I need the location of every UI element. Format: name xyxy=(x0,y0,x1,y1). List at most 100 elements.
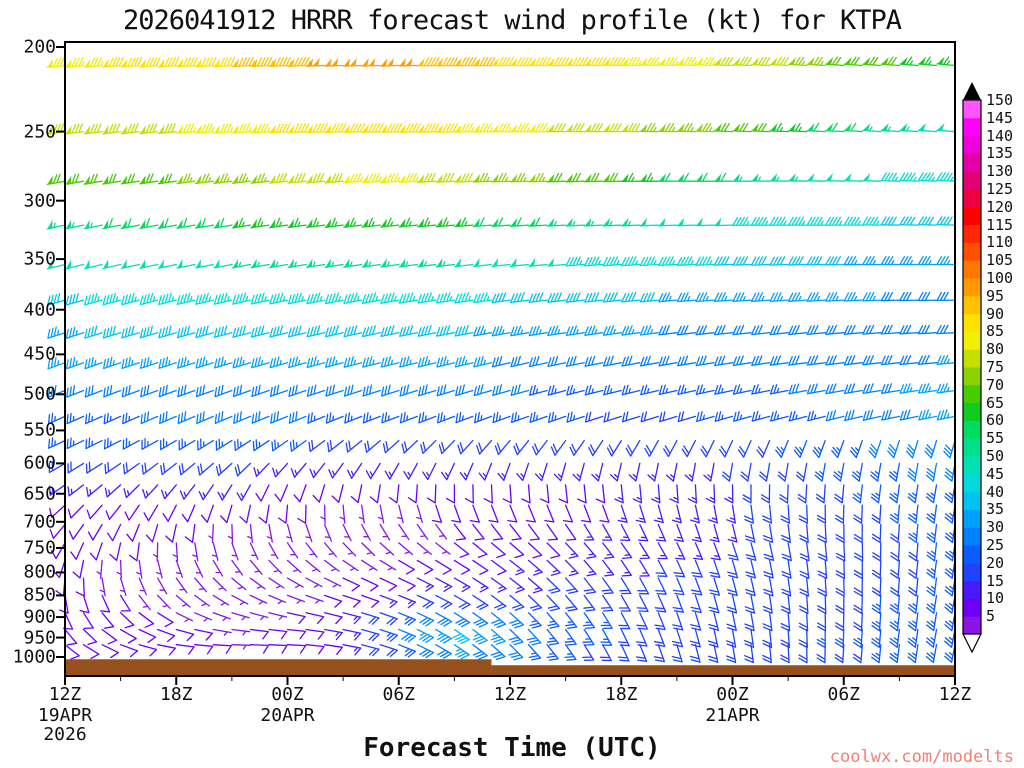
wind-barb xyxy=(67,461,85,474)
wind-barb xyxy=(703,462,715,482)
wind-barb xyxy=(473,325,493,337)
x-tick-label: 12Z xyxy=(48,684,82,705)
wind-barb xyxy=(547,384,567,396)
colorbar-label: 115 xyxy=(986,215,1014,234)
wind-barb xyxy=(176,356,196,369)
wind-barb xyxy=(269,292,289,305)
wind-barb xyxy=(732,324,752,336)
wind-barb xyxy=(618,612,631,630)
wind-barb xyxy=(564,577,579,594)
wind-barb xyxy=(435,612,453,627)
wind-barb xyxy=(398,644,417,658)
wind-barb xyxy=(936,216,956,226)
wind-barb xyxy=(890,542,901,562)
y-tick-label: 500 xyxy=(23,383,56,405)
wind-barb xyxy=(251,384,270,398)
wind-barb xyxy=(880,56,901,67)
wind-barb xyxy=(899,324,919,335)
wind-barb xyxy=(121,292,140,306)
wind-barb xyxy=(361,559,378,571)
wind-barb xyxy=(750,56,771,67)
colorbar-label: 145 xyxy=(986,108,1014,127)
wind-barb xyxy=(562,504,574,523)
wind-barb xyxy=(925,644,938,664)
wind-barb xyxy=(917,123,938,133)
wind-barb xyxy=(665,462,678,482)
wind-barb xyxy=(944,577,956,597)
wind-barb xyxy=(639,355,659,367)
wind-barb xyxy=(176,217,196,229)
wind-barb xyxy=(272,462,289,478)
wind-barb xyxy=(102,123,122,135)
wind-barb xyxy=(176,259,196,269)
watermark-link[interactable]: coolwx.com/modelts xyxy=(829,747,1014,767)
wind-barb xyxy=(769,292,789,303)
wind-barb xyxy=(880,256,901,266)
wind-barb xyxy=(780,594,791,614)
wind-barb xyxy=(639,256,659,267)
wind-barb xyxy=(653,504,664,524)
wind-barb xyxy=(342,628,362,641)
wind-barb xyxy=(671,644,683,663)
wind-barb xyxy=(695,172,715,182)
wind-barb xyxy=(853,577,863,597)
wind-barb xyxy=(422,462,437,481)
wind-barb xyxy=(926,523,938,544)
wind-barb xyxy=(582,628,595,646)
wind-barb xyxy=(249,594,268,605)
wind-barb xyxy=(599,644,612,662)
wind-barb xyxy=(889,504,901,524)
colorbar-label: 55 xyxy=(986,429,1005,448)
wind-barb xyxy=(220,504,233,524)
wind-barb xyxy=(343,325,363,338)
wind-barb xyxy=(564,644,577,661)
wind-barb xyxy=(564,523,577,541)
wind-barb xyxy=(546,172,567,183)
wind-barb xyxy=(398,172,419,184)
wind-barb xyxy=(926,612,938,632)
wind-barb xyxy=(565,325,585,337)
wind-barb xyxy=(936,123,956,133)
wind-barb xyxy=(379,542,395,556)
wind-barb xyxy=(647,462,659,482)
wind-barb xyxy=(490,628,506,645)
wind-barb xyxy=(871,577,882,597)
wind-barb xyxy=(398,523,410,541)
wind-barb xyxy=(526,628,542,646)
wind-barb xyxy=(558,484,569,504)
wind-barb xyxy=(436,356,456,368)
wind-barb xyxy=(347,462,363,479)
wind-barb xyxy=(807,410,826,422)
wind-barb xyxy=(380,292,400,304)
wind-barb xyxy=(602,123,622,133)
wind-barb xyxy=(327,439,344,453)
wind-barb xyxy=(695,122,715,133)
wind-barb xyxy=(889,484,901,504)
wind-barb xyxy=(745,542,757,561)
wind-barb xyxy=(806,56,826,67)
wind-barb xyxy=(924,439,938,459)
wind-barb xyxy=(527,542,543,559)
wind-barb xyxy=(689,644,701,663)
wind-barb xyxy=(162,504,177,522)
wind-barb xyxy=(849,439,863,459)
wind-barb xyxy=(342,612,362,625)
wind-barb xyxy=(119,594,131,612)
wind-barb xyxy=(880,172,901,182)
wind-barb xyxy=(343,217,363,228)
wind-barb xyxy=(102,356,122,370)
wind-barb xyxy=(83,173,103,185)
chart-title: 2026041912 HRRR forecast wind profile (k… xyxy=(122,5,902,36)
wind-barb xyxy=(528,292,548,304)
wind-barb xyxy=(825,256,845,266)
wind-barb xyxy=(212,594,230,606)
wind-barb xyxy=(709,559,721,579)
wind-barb xyxy=(833,462,845,482)
wind-barb xyxy=(510,292,530,304)
wind-barb xyxy=(123,484,140,499)
wind-barb xyxy=(899,216,919,226)
y-tick-label: 700 xyxy=(23,511,56,533)
wind-barb xyxy=(99,577,106,597)
wind-barb xyxy=(139,218,159,230)
wind-barb xyxy=(66,412,85,425)
